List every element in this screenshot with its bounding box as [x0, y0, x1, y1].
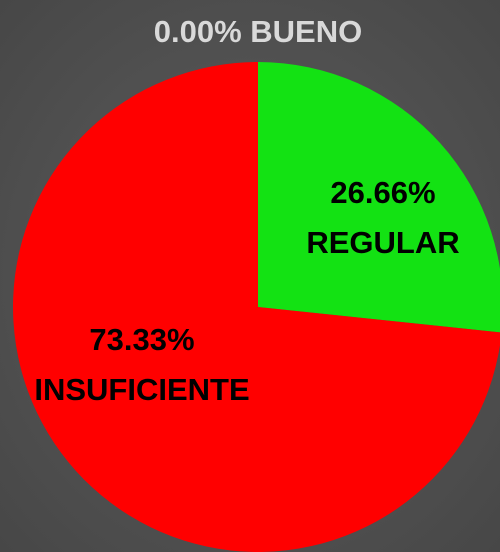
slice-category-label: BUENO [250, 14, 362, 49]
slice-value-label: 0.00% [154, 14, 242, 49]
slice-label: 0.00% BUENO [154, 14, 362, 49]
slice-value-label: 26.66% [330, 175, 435, 210]
pie-slice [258, 62, 500, 333]
pie-slice [13, 62, 500, 552]
slice-category-label: REGULAR [306, 225, 459, 260]
slice-value-label: 73.33% [89, 322, 194, 357]
slice-category-label: INSUFICIENTE [34, 372, 249, 407]
